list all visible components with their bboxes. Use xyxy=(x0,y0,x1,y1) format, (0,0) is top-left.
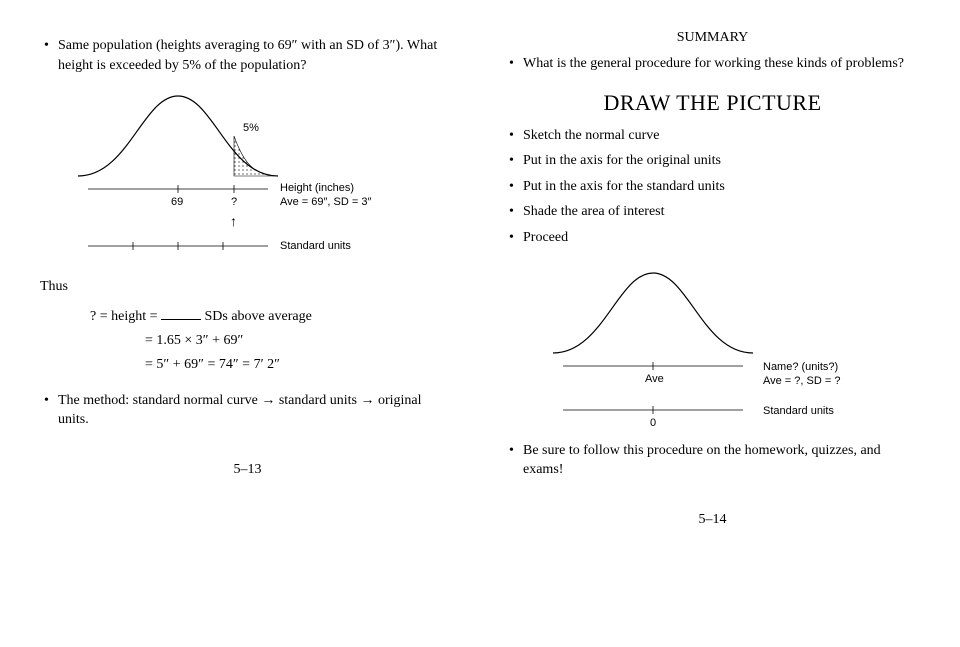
summary-title: SUMMARY xyxy=(505,30,920,46)
curve-diagram-1: 5% 69 ? Height (inches) Ave = 69″, SD = … xyxy=(58,81,455,261)
calc-line-2: = 1.65 × 3″ + 69″ xyxy=(90,329,455,353)
axis-1-label2-line2: Ave = ?, SD = ? xyxy=(763,375,840,387)
calc-line-1: ? = height = SDs above average xyxy=(90,305,455,329)
axis-2-label: Standard units xyxy=(280,240,351,252)
calc-line-3: = 5″ + 69″ = 74″ = 7′ 2″ xyxy=(90,353,455,377)
axis-1-tick-label-2: Ave xyxy=(645,373,664,385)
calc-line-1-head: ? = height = xyxy=(90,309,161,324)
bell-curve-path-2 xyxy=(553,273,753,353)
right-bullet-list-1: What is the general procedure for workin… xyxy=(505,54,920,74)
right-bullet-list-2: Be sure to follow this procedure on the … xyxy=(505,441,920,480)
step-3: Put in the axis for the standard units xyxy=(505,177,920,197)
left-column: Same population (heights averaging to 69… xyxy=(40,30,455,528)
left-bullet-list-1: Same population (heights averaging to 69… xyxy=(40,36,455,75)
thus-label: Thus xyxy=(40,279,455,295)
axis-2-tick-label-2: 0 xyxy=(650,417,656,429)
step-1: Sketch the normal curve xyxy=(505,126,920,146)
normal-curve-svg-1: 5% 69 ? Height (inches) Ave = 69″, SD = … xyxy=(58,81,388,261)
steps-list: Sketch the normal curve Put in the axis … xyxy=(505,126,920,248)
step-2: Put in the axis for the original units xyxy=(505,151,920,171)
left-page-number: 5–13 xyxy=(40,462,455,478)
blank-fill xyxy=(161,307,201,321)
curve-diagram-2: Ave Name? (units?) Ave = ?, SD = ? 0 Sta… xyxy=(523,258,920,433)
left-bullet-list-2: The method: standard normal curve → stan… xyxy=(40,391,455,430)
left-bullet-2: The method: standard normal curve → stan… xyxy=(40,391,455,430)
axis-1-label-line2: Ave = 69″, SD = 3″ xyxy=(280,196,371,208)
axis-2-label-2: Standard units xyxy=(763,405,834,417)
right-column: SUMMARY What is the general procedure fo… xyxy=(505,30,920,528)
normal-curve-svg-2: Ave Name? (units?) Ave = ?, SD = ? 0 Sta… xyxy=(523,258,883,433)
axis-1-label2-line1: Name? (units?) xyxy=(763,361,838,373)
step-4: Shade the area of interest xyxy=(505,202,920,222)
right-page-number: 5–14 xyxy=(505,512,920,528)
left-bullet-1: Same population (heights averaging to 69… xyxy=(40,36,455,75)
right-bullet-1: What is the general procedure for workin… xyxy=(505,54,920,74)
step-5: Proceed xyxy=(505,228,920,248)
right-bullet-2: Be sure to follow this procedure on the … xyxy=(505,441,920,480)
calc-block: ? = height = SDs above average = 1.65 × … xyxy=(90,305,455,376)
axis-1-tick-1-label: 69 xyxy=(171,196,183,208)
page: Same population (heights averaging to 69… xyxy=(40,30,920,528)
calc-line-1-tail: SDs above average xyxy=(201,309,312,324)
up-arrow-icon: ↑ xyxy=(230,215,237,230)
draw-title: DRAW THE PICTURE xyxy=(505,90,920,116)
axis-1-tick-2-label: ? xyxy=(231,196,237,208)
axis-1-label-line1: Height (inches) xyxy=(280,182,354,194)
shade-label: 5% xyxy=(243,122,259,134)
shaded-tail xyxy=(234,136,278,176)
